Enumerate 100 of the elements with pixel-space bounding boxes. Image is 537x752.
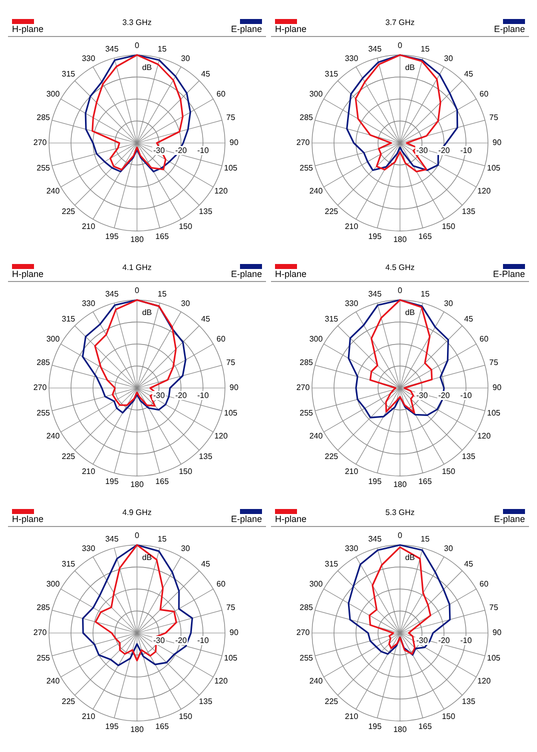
spoke-label: 60 bbox=[480, 334, 489, 344]
spoke-label: 165 bbox=[155, 476, 170, 486]
spoke-label: 330 bbox=[82, 54, 96, 64]
spoke-label: 195 bbox=[368, 476, 382, 486]
spoke-label: 90 bbox=[230, 383, 239, 392]
spoke-label: 90 bbox=[492, 138, 502, 148]
spoke-label: 0 bbox=[398, 41, 403, 50]
spoke-label: 0 bbox=[134, 286, 140, 296]
spoke-label: 45 bbox=[464, 314, 474, 324]
spoke-label: 255 bbox=[300, 653, 314, 662]
spoke-label: 255 bbox=[300, 408, 314, 418]
legend-label: E-plane bbox=[230, 24, 262, 34]
chart-title: 5.3 GHz bbox=[385, 508, 415, 516]
spoke-label: 120 bbox=[477, 186, 492, 196]
y-tick-label: -20 bbox=[438, 636, 450, 646]
spoke-label: 0 bbox=[398, 531, 403, 540]
spoke-label: 150 bbox=[178, 467, 193, 476]
spoke-label: 315 bbox=[62, 314, 76, 324]
spoke-label: 60 bbox=[216, 334, 226, 344]
spoke-label: 225 bbox=[324, 452, 339, 461]
spoke-label: 330 bbox=[82, 299, 96, 308]
spoke-label: 15 bbox=[158, 534, 168, 544]
spoke-label: 30 bbox=[181, 54, 190, 64]
spoke-label: 45 bbox=[201, 560, 211, 569]
y-tick-label: -30 bbox=[416, 391, 428, 400]
spoke-label: 150 bbox=[442, 467, 456, 476]
spoke-label: 300 bbox=[309, 334, 324, 344]
spoke-label: 180 bbox=[130, 480, 144, 490]
spoke-label: 240 bbox=[46, 432, 60, 441]
spoke-label: 255 bbox=[36, 163, 51, 172]
spoke-label: 195 bbox=[105, 476, 120, 486]
spoke-label: 105 bbox=[487, 163, 501, 172]
spoke-label: 45 bbox=[201, 70, 211, 79]
spoke-label: 330 bbox=[344, 54, 359, 64]
spoke-label: 300 bbox=[309, 90, 324, 99]
legend-label: H-plane bbox=[275, 514, 307, 524]
text: dB bbox=[405, 63, 415, 72]
spoke-label: 45 bbox=[464, 560, 474, 569]
spoke-label: 180 bbox=[393, 480, 408, 490]
spoke-label: 315 bbox=[324, 314, 339, 324]
y-tick-label: -10 bbox=[460, 636, 472, 646]
spoke-label: 30 bbox=[444, 544, 454, 554]
chart-title: 4.9 GHz bbox=[122, 508, 152, 516]
spoke-label: 285 bbox=[300, 113, 314, 122]
spoke-label: 30 bbox=[181, 299, 190, 308]
spoke-label: 75 bbox=[226, 603, 236, 612]
spoke-label: 0 bbox=[398, 286, 403, 296]
spoke-label: 315 bbox=[62, 70, 76, 79]
spoke-label: 210 bbox=[82, 712, 96, 722]
spoke-label: 210 bbox=[344, 712, 359, 722]
spoke-label: 285 bbox=[36, 603, 51, 612]
spoke-label: 225 bbox=[62, 696, 76, 706]
spoke-label: 75 bbox=[489, 113, 499, 122]
spoke-label: 180 bbox=[393, 235, 408, 244]
y-tick-label: -10 bbox=[460, 146, 472, 156]
spoke-label: 300 bbox=[46, 334, 60, 344]
spoke-label: 180 bbox=[393, 725, 408, 734]
y-tick-label: -20 bbox=[175, 146, 188, 156]
legend-label: E-plane bbox=[230, 269, 262, 279]
chart-title: 4.1 GHz bbox=[122, 262, 152, 272]
spoke-label: 240 bbox=[46, 676, 60, 686]
spoke-label: 165 bbox=[155, 722, 170, 731]
chart-title: 4.5 GHz bbox=[385, 262, 415, 272]
y-tick-label: -20 bbox=[175, 391, 188, 400]
spoke-label: 210 bbox=[82, 467, 96, 476]
spoke-label: 105 bbox=[487, 408, 501, 418]
text: dB bbox=[142, 308, 152, 318]
spoke-label: 240 bbox=[309, 186, 324, 196]
spoke-label: 345 bbox=[105, 534, 120, 544]
spoke-label: 135 bbox=[198, 696, 213, 706]
spoke-label: 285 bbox=[300, 603, 314, 612]
spoke-label: 225 bbox=[62, 206, 76, 216]
spoke-label: 120 bbox=[214, 186, 228, 196]
spoke-label: 150 bbox=[442, 222, 456, 232]
spoke-label: 240 bbox=[309, 432, 324, 441]
spoke-label: 330 bbox=[82, 544, 96, 554]
spoke-label: 75 bbox=[489, 603, 499, 612]
spoke-label: 60 bbox=[216, 580, 226, 589]
spoke-label: 90 bbox=[230, 138, 239, 148]
spoke-label: 285 bbox=[36, 358, 51, 368]
spoke-label: 165 bbox=[155, 232, 170, 241]
spoke-label: 255 bbox=[300, 163, 314, 172]
spoke-label: 105 bbox=[224, 163, 238, 172]
spoke-label: 90 bbox=[230, 628, 239, 638]
spoke-label: 165 bbox=[418, 232, 432, 241]
spoke-label: 150 bbox=[178, 712, 193, 722]
spoke-label: 135 bbox=[462, 696, 476, 706]
y-tick-label: -20 bbox=[175, 636, 188, 646]
spoke-label: 60 bbox=[480, 580, 489, 589]
spoke-label: 345 bbox=[105, 44, 120, 54]
spoke-label: 345 bbox=[368, 534, 382, 544]
spoke-label: 105 bbox=[487, 653, 501, 662]
legend-label: E-plane bbox=[494, 514, 525, 524]
spoke-label: 90 bbox=[492, 628, 502, 638]
y-tick-label: -20 bbox=[438, 391, 450, 400]
spoke-label: 15 bbox=[158, 290, 168, 299]
spoke-label: 15 bbox=[420, 290, 430, 299]
spoke-label: 300 bbox=[46, 580, 60, 589]
spoke-label: 270 bbox=[33, 628, 48, 638]
y-tick-label: -10 bbox=[460, 391, 472, 400]
